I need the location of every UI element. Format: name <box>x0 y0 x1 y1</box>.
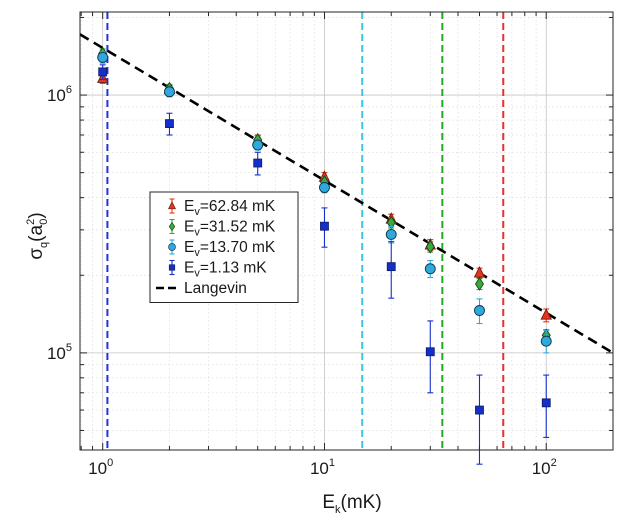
legend-label-prefix: E <box>184 239 194 256</box>
y-axis-label-unit-sup: 2 <box>25 219 37 225</box>
legend-label-sub: v <box>194 268 200 280</box>
x-tick-label-base: 10 <box>310 459 329 478</box>
y-tick-label-exp: 6 <box>66 84 72 96</box>
y-axis-label-sub: q <box>38 242 50 248</box>
marker-square <box>475 405 484 415</box>
legend-label-prefix: E <box>184 198 194 215</box>
marker-circle <box>319 182 330 193</box>
marker-circle <box>474 305 485 316</box>
y-tick-label: 105 <box>47 342 72 363</box>
legend-label-langevin: Langevin <box>184 280 247 297</box>
marker-square <box>320 221 329 231</box>
axis-ticks <box>80 12 614 450</box>
legend-label: Ev=31.52 mK <box>184 219 276 239</box>
marker-diamond <box>168 221 176 232</box>
legend-label: Ev=62.84 mK <box>184 198 276 218</box>
legend-label-prefix: E <box>184 219 194 236</box>
marker-circle <box>540 335 552 347</box>
marker-circle <box>385 228 397 240</box>
legend-label-suffix: =13.70 mK <box>200 239 276 256</box>
marker-diamond <box>474 277 485 291</box>
marker-diamond <box>425 239 435 254</box>
x-tick-label: 102 <box>532 457 557 478</box>
x-axis-label: Ek(mK) <box>322 492 381 516</box>
y-tick-label-exp: 5 <box>66 342 72 354</box>
marker-square <box>425 347 435 357</box>
vertical-threshold-lines <box>106 12 505 450</box>
x-axis-label-unit: (mK) <box>341 492 382 513</box>
marker-square <box>386 262 396 272</box>
legend-label-sub: v <box>194 206 200 218</box>
marker-square <box>253 158 263 168</box>
legend-label-suffix: =1.13 mK <box>200 260 267 277</box>
legend-label-suffix: =31.52 mK <box>200 219 276 236</box>
x-axis-label-sub: k <box>335 504 341 516</box>
marker-square <box>168 264 176 271</box>
legend-label: Ev=1.13 mK <box>184 260 267 280</box>
y-axis-label-main: σ <box>26 248 47 260</box>
series-3 <box>98 64 551 465</box>
data-series <box>96 46 552 465</box>
marker-triangle <box>473 266 486 278</box>
legend-label-sub: v <box>194 227 200 239</box>
marker-circle <box>168 243 176 251</box>
marker-circle <box>424 263 436 275</box>
series-2 <box>97 51 552 354</box>
x-tick-label: 101 <box>310 457 335 478</box>
marker-triangle <box>167 201 177 210</box>
y-tick-label: 106 <box>47 84 72 105</box>
y-axis-label-close: ) <box>26 212 47 218</box>
x-axis-label-main: E <box>322 492 335 513</box>
x-tick-label-exp: 0 <box>107 457 113 469</box>
y-tick-label-base: 10 <box>47 344 66 363</box>
marker-triangle <box>540 308 552 320</box>
y-axis-label: σq(a20) <box>25 212 50 259</box>
marker-square <box>98 67 108 77</box>
y-axis-label-unit-base: a <box>26 224 47 235</box>
legend-label-suffix: =62.84 mK <box>200 198 276 215</box>
marker-square <box>165 119 174 129</box>
y-axis-label-unit-sub: 0 <box>38 219 50 225</box>
marker-circle <box>252 139 264 151</box>
marker-circle <box>164 86 175 98</box>
x-tick-label-exp: 2 <box>551 457 557 469</box>
marker-square <box>541 398 551 408</box>
x-tick-label-base: 10 <box>532 459 551 478</box>
legend-label-prefix: E <box>184 260 194 277</box>
legend-label: Ev=13.70 mK <box>184 239 276 259</box>
marker-circle <box>97 51 109 63</box>
y-axis-label-open: ( <box>26 235 47 242</box>
y-tick-label-base: 10 <box>47 86 66 105</box>
x-tick-label-exp: 1 <box>329 457 335 469</box>
x-tick-label-base: 10 <box>88 459 107 478</box>
plot-frame <box>79 11 614 451</box>
x-tick-label: 100 <box>88 457 113 478</box>
legend-label-sub: v <box>194 247 200 259</box>
